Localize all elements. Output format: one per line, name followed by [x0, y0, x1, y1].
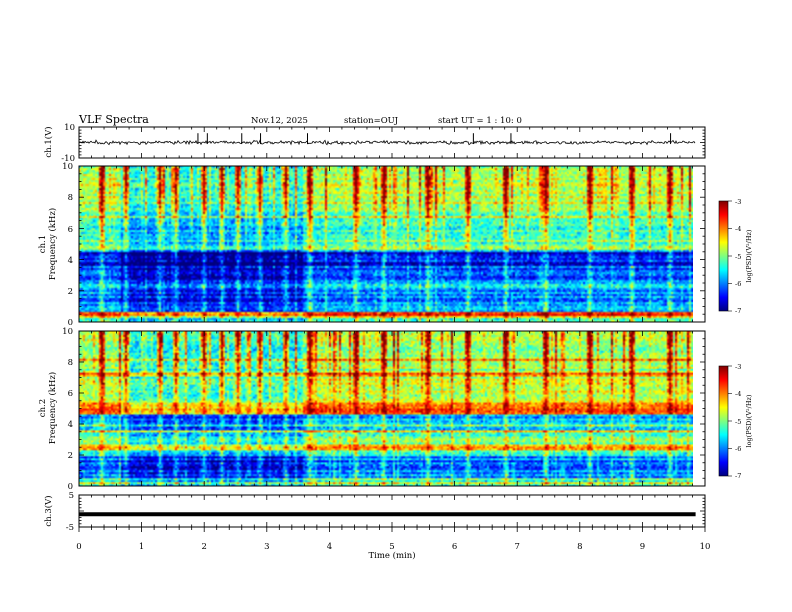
x-tick-2: 2: [201, 542, 206, 552]
x-tick-8: 8: [577, 542, 582, 552]
x-tick-9: 9: [640, 542, 645, 552]
ch2-spectrogram-image: [79, 331, 693, 486]
x-tick-0: 0: [76, 542, 81, 552]
ch1-ytick-4: 4: [68, 256, 73, 266]
x-tick-6: 6: [452, 542, 457, 552]
x-tick-1: 1: [139, 542, 144, 552]
ch2-ytick-2: 2: [68, 451, 73, 461]
ch1-waveform-panel: 10 -10 ch.1(V): [43, 123, 706, 164]
station-label: station=OUJ: [344, 116, 399, 126]
ch2-colorbar-ticks: [728, 365, 732, 477]
x-tick-7: 7: [514, 542, 519, 552]
ch2-ytick-0: 0: [68, 482, 73, 492]
ch2-spectrogram-ylabel: ch.2: [38, 399, 48, 417]
ch2-ytick-6: 6: [68, 389, 73, 399]
ch2-ytick-4: 4: [68, 420, 73, 430]
ch2-cb-tick-m5: -5: [735, 418, 741, 426]
ch2-colorbar-label: log(PSD)(V²/Hz): [745, 394, 753, 447]
ch1-cb-tick-m4: -4: [735, 225, 741, 233]
ch1-colorbar-ticks: [728, 200, 732, 312]
ch1-colorbar: -3 -4 -5 -6 -7 log(PSD)(V²/Hz): [718, 198, 753, 315]
ch1-ytick-2: 2: [68, 287, 73, 297]
ch3-ytick-bottom: -5: [66, 523, 74, 533]
ch2-colorbar-gradient: [718, 365, 729, 477]
ch1-colorbar-label: log(PSD)(V²/Hz): [745, 229, 753, 282]
ch3-waveform-panel: 5 -5 ch.3(V): [43, 491, 706, 533]
date-label: Nov.12, 2025: [251, 116, 308, 126]
ch2-frequency-ylabel: Frequency (kHz): [47, 372, 58, 444]
ch1-cb-tick-m6: -6: [735, 280, 741, 288]
figure-title: VLF Spectra: [78, 113, 149, 126]
x-tick-10: 10: [700, 542, 711, 552]
ch3-ytick-top: 5: [69, 491, 74, 501]
ch1-spike-group: [197, 133, 672, 145]
ch2-spectrogram-panel: 0 2 4 6 8 10 ch.2 Frequency (kHz): [38, 327, 706, 492]
ch1-cb-tick-m3: -3: [735, 198, 741, 206]
x-tick-labels: 0 1 2 3 4 5 6 7 8 9 10: [76, 542, 710, 552]
ch1-frequency-ylabel: Frequency (kHz): [47, 208, 58, 280]
ch1-cb-tick-m7: -7: [735, 307, 741, 315]
ch3-waveform-ylabel: ch.3(V): [43, 495, 54, 526]
ch1-ytick-6: 6: [68, 225, 73, 235]
x-axis-label: Time (min): [368, 550, 415, 561]
ch1-spectrogram-yticks: 0 2 4 6 8 10: [62, 162, 73, 328]
ch2-ytick-8: 8: [68, 358, 73, 368]
ch1-ytick-0: 0: [68, 318, 73, 328]
ch1-waveform-trace: [78, 139, 696, 146]
ch2-colorbar: -3 -4 -5 -6 -7 log(PSD)(V²/Hz): [718, 363, 753, 480]
axis-ticks: [78, 126, 706, 532]
ch2-cb-tick-m4: -4: [735, 390, 741, 398]
ch1-ytick-8: 8: [68, 193, 73, 203]
ch1-cb-tick-m5: -5: [735, 253, 741, 261]
ch1-ytick-top: 10: [64, 123, 75, 133]
ch1-ytick-10: 10: [62, 162, 73, 172]
ch1-spectrogram-panel: 0 2 4 6 8 10 ch.1 Frequency (kHz): [38, 162, 706, 328]
ch2-spectrogram-yticks: 0 2 4 6 8 10: [62, 327, 73, 492]
ch1-spectrogram-image: [79, 166, 693, 322]
ch1-spectrogram-ylabel: ch.1: [38, 235, 48, 253]
ch2-ytick-10: 10: [62, 327, 73, 337]
ch2-cb-tick-m6: -6: [735, 445, 741, 453]
x-tick-3: 3: [264, 542, 269, 552]
ch1-colorbar-gradient: [718, 200, 729, 312]
x-tick-4: 4: [327, 542, 332, 552]
ch2-cb-tick-m7: -7: [735, 472, 741, 480]
start-ut-label: start UT = 1 : 10: 0: [438, 116, 522, 126]
x-tick-5: 5: [389, 542, 394, 552]
ch1-waveform-ylabel: ch.1(V): [43, 126, 54, 157]
ch2-cb-tick-m3: -3: [735, 363, 741, 371]
ch1-ytick-bottom: -10: [61, 154, 75, 164]
